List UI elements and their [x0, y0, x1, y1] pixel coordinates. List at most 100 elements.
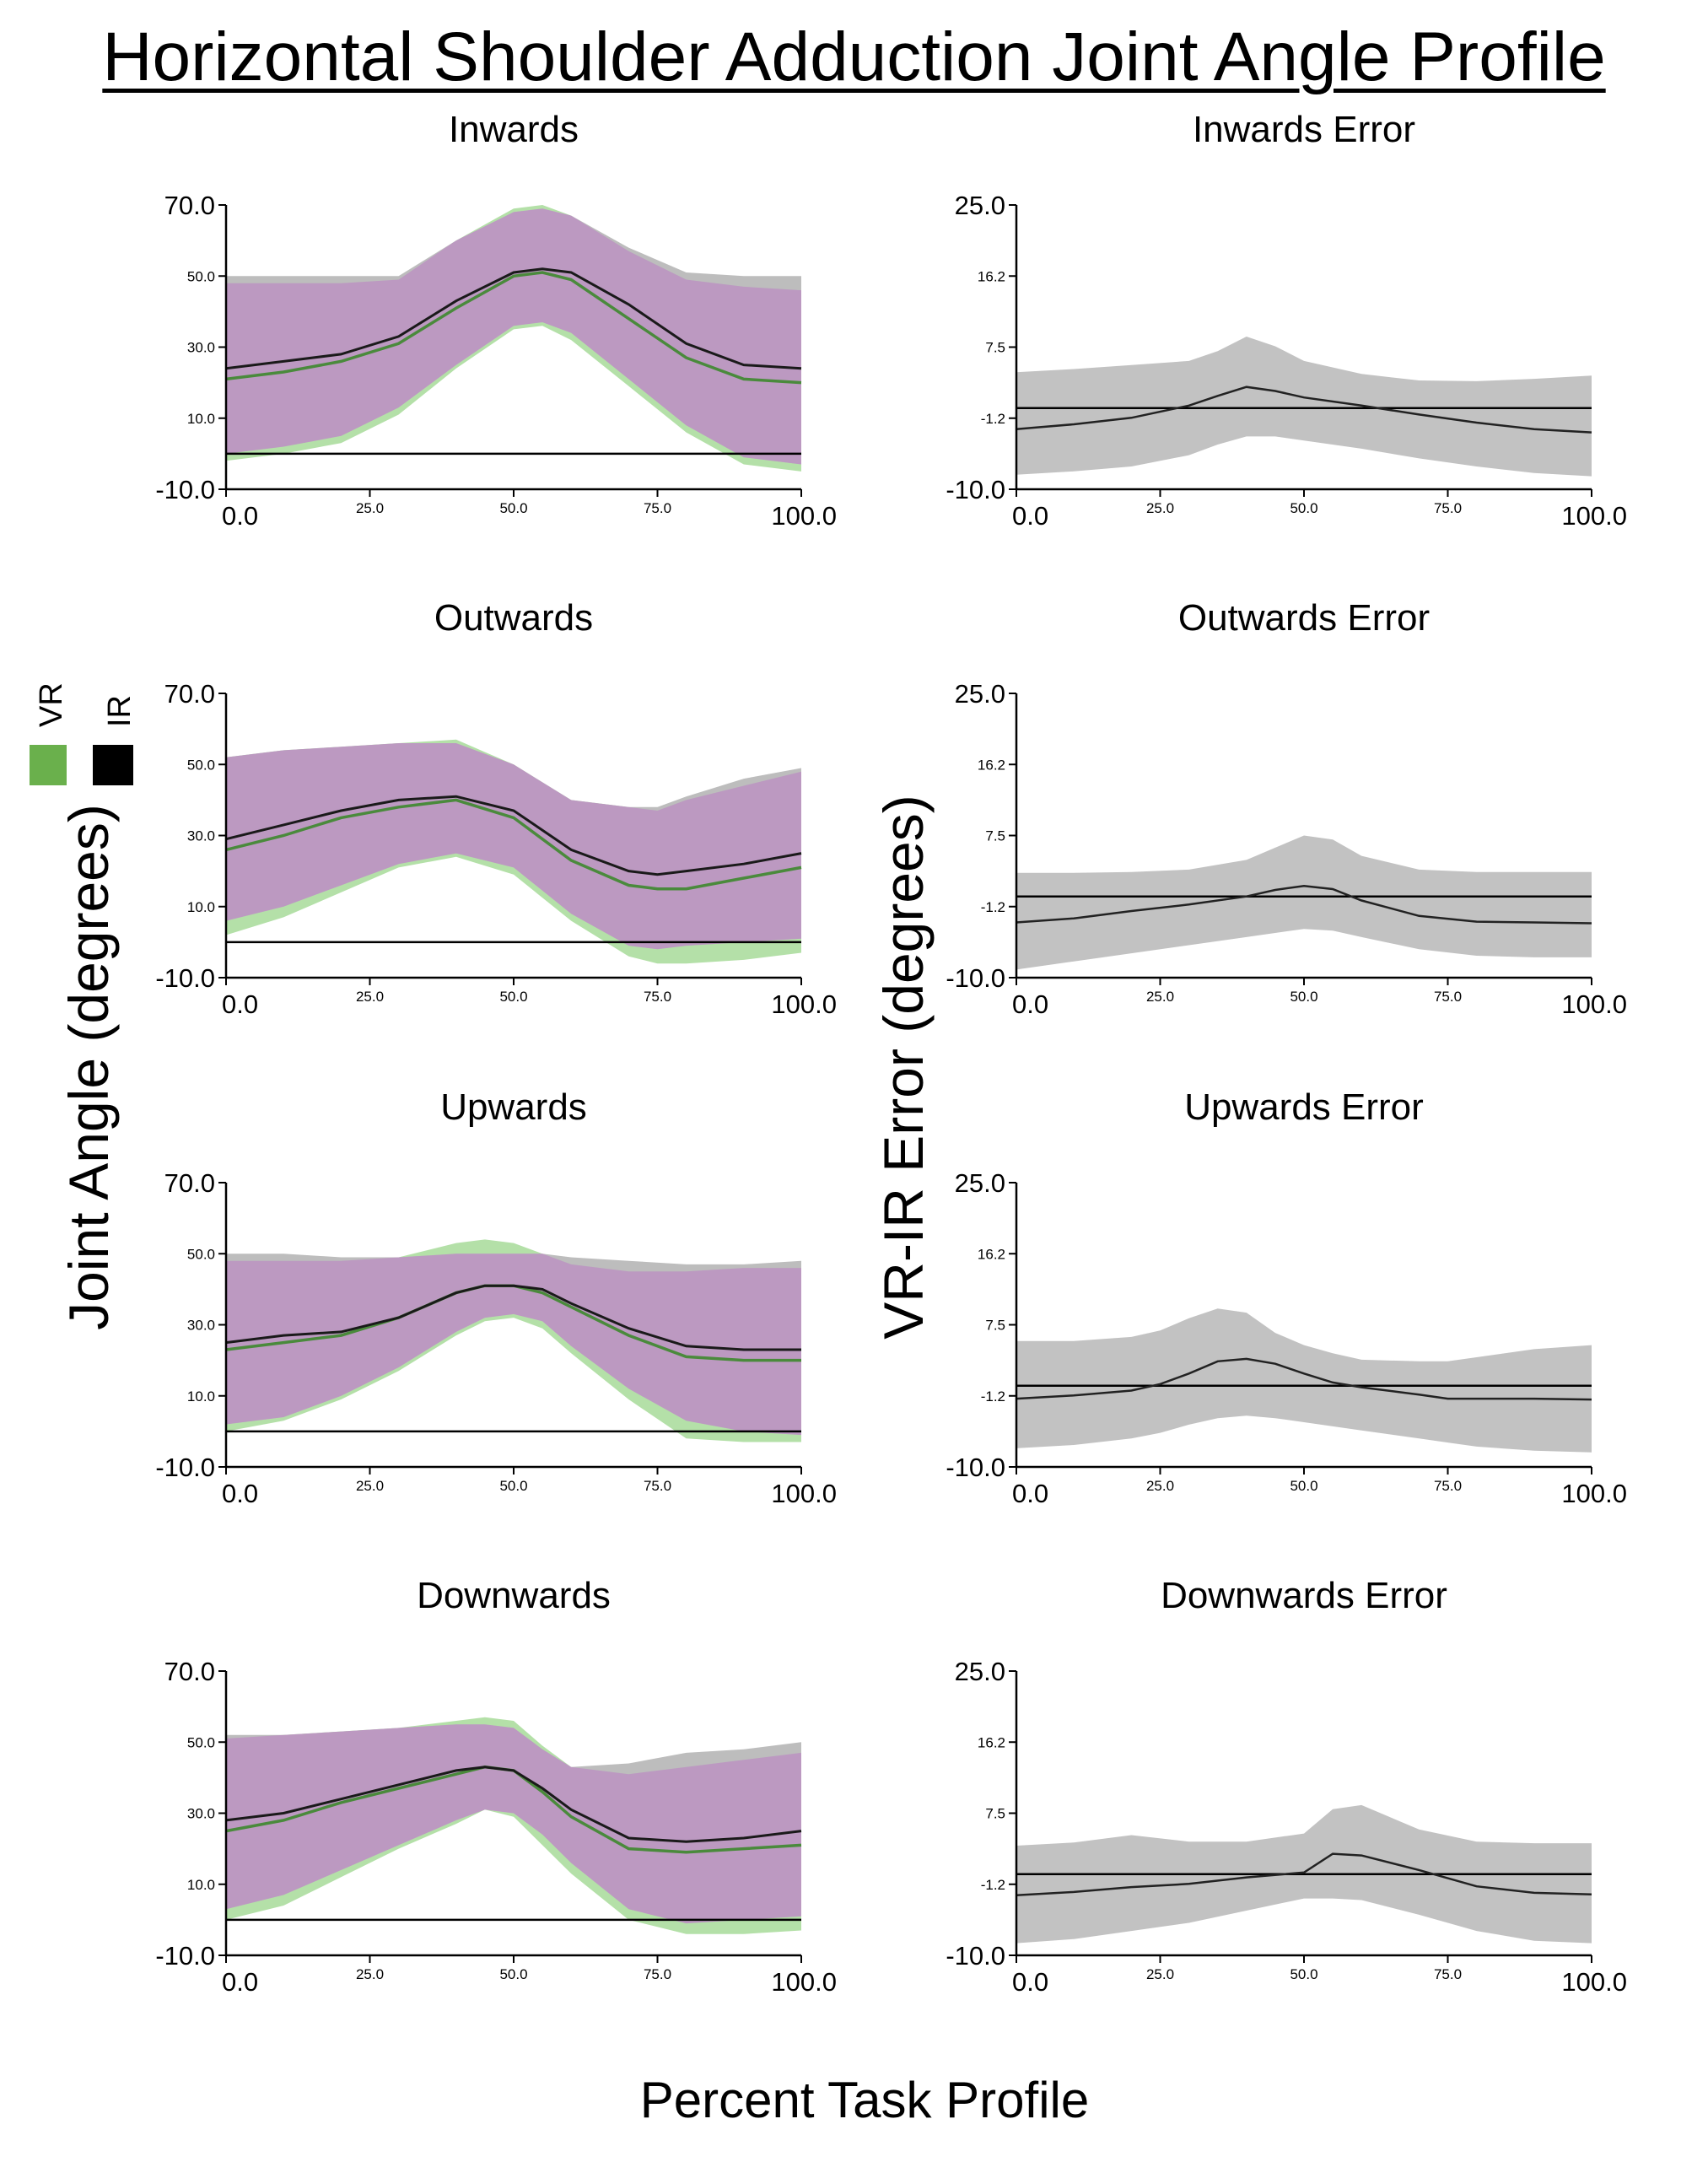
x-tick-label: 75.0 [644, 500, 671, 516]
error-mean-line [1016, 1357, 1592, 1401]
y-tick-label: 16.2 [978, 1734, 1005, 1750]
y-tick-label: -10.0 [946, 1941, 1005, 1971]
y-tick-label: 7.5 [985, 828, 1005, 844]
x-tick-label: 25.0 [356, 1966, 384, 1982]
y-tick-label: 16.2 [978, 268, 1005, 284]
x-tick-label: 25.0 [1146, 989, 1174, 1005]
y-tick-label: -10.0 [155, 1453, 215, 1482]
y-tick-label: 10.0 [187, 411, 215, 427]
x-tick-label: 25.0 [356, 500, 384, 516]
x-tick-label: 100.0 [771, 1967, 837, 1997]
overlap-band [226, 743, 801, 950]
y-tick-label: 25.0 [955, 1657, 1005, 1686]
chart-title: Inwards Error [1193, 109, 1415, 150]
y-tick-label: -1.2 [981, 899, 1005, 915]
y-tick-label: 7.5 [985, 1318, 1005, 1334]
x-tick-label: 0.0 [222, 501, 258, 531]
x-tick-label: 75.0 [644, 1478, 671, 1494]
y-tick-label: 10.0 [187, 899, 215, 915]
x-tick-label: 50.0 [1290, 500, 1317, 516]
y-tick-label: 50.0 [187, 268, 215, 284]
chart-downwards: Downwards -10.0 10.0 30.0 50.0 70.0 0.0 25.0 50.… [155, 1575, 837, 1997]
y-tick-label: 7.5 [985, 340, 1005, 356]
y-tick-label: 16.2 [978, 757, 1005, 773]
x-tick-label: 100.0 [771, 501, 837, 531]
overlap-band [226, 1724, 801, 1924]
left-axis-label: Joint Angle (degrees) [57, 804, 120, 1330]
y-tick-label: -1.2 [981, 1877, 1005, 1893]
x-tick-label: 25.0 [1146, 500, 1174, 516]
x-tick-label: 0.0 [222, 989, 258, 1019]
y-tick-label: -1.2 [981, 411, 1005, 427]
y-tick-label: -10.0 [946, 963, 1005, 993]
ir-mean-line [225, 795, 802, 876]
y-tick-label: 50.0 [187, 757, 215, 773]
x-tick-label: 75.0 [1434, 1966, 1462, 1982]
chart-title: Downwards Error [1161, 1575, 1447, 1616]
y-tick-label: 7.5 [985, 1806, 1005, 1822]
error-mean-line [1016, 385, 1592, 434]
x-tick-label: 100.0 [771, 989, 837, 1019]
chart-downwards-error: Downwards Error -10.0 -1.2 7.5 16.2 25.0 0.0 25… [946, 1575, 1627, 1997]
overlap-band [226, 1254, 801, 1436]
chart-title: Upwards [440, 1086, 587, 1128]
x-tick-label: 0.0 [1012, 989, 1048, 1019]
x-tick-label: 25.0 [1146, 1478, 1174, 1494]
x-tick-label: 0.0 [1012, 501, 1048, 531]
legend-label-ir: IR [102, 695, 137, 727]
panels: Inwards -10.0 10.0 30.0 50.0 70.0 0.0 25.0 50.0 7… [155, 109, 1627, 1997]
x-tick-label: 0.0 [1012, 1479, 1048, 1508]
x-tick-label: 50.0 [499, 1478, 527, 1494]
y-tick-label: -10.0 [946, 1453, 1005, 1482]
chart-inwards-error: Inwards Error -10.0 -1.2 7.5 16.2 25.0 0.0 25.0… [946, 109, 1627, 531]
x-tick-label: 0.0 [222, 1967, 258, 1997]
x-tick-label: 50.0 [1290, 989, 1317, 1005]
x-tick-label: 50.0 [499, 1966, 527, 1982]
overlap-band [226, 208, 801, 465]
y-tick-label: 70.0 [164, 679, 215, 709]
x-tick-label: 25.0 [356, 989, 384, 1005]
chart-title: Outwards [434, 597, 593, 639]
x-tick-label: 75.0 [1434, 989, 1462, 1005]
x-tick-label: 75.0 [644, 1966, 671, 1982]
chart-inwards: Inwards -10.0 10.0 30.0 50.0 70.0 0.0 25.0 50.0 7… [155, 109, 837, 531]
y-tick-label: 50.0 [187, 1246, 215, 1262]
vr-mean-line [225, 798, 802, 891]
y-tick-label: -10.0 [946, 475, 1005, 504]
ir-mean-line [225, 267, 802, 370]
y-tick-label: 10.0 [187, 1388, 215, 1404]
y-tick-label: 30.0 [187, 828, 215, 844]
y-tick-label: 10.0 [187, 1877, 215, 1893]
x-tick-label: 25.0 [1146, 1966, 1174, 1982]
x-tick-label: 100.0 [1561, 989, 1627, 1019]
x-tick-label: 75.0 [1434, 1478, 1462, 1494]
y-tick-label: -1.2 [981, 1388, 1005, 1404]
ir-mean-line [225, 1766, 802, 1843]
chart-upwards-error: Upwards Error -10.0 -1.2 7.5 16.2 25.0 0.0 25.0… [946, 1086, 1627, 1508]
vr-mean-line [225, 271, 802, 385]
x-tick-label: 25.0 [356, 1478, 384, 1494]
right-axis-label: VR-IR Error (degrees) [872, 795, 935, 1339]
x-tick-label: 100.0 [1561, 501, 1627, 531]
error-band [1016, 337, 1592, 477]
chart-title: Upwards Error [1184, 1086, 1424, 1128]
x-tick-label: 75.0 [644, 989, 671, 1005]
y-tick-label: 30.0 [187, 1318, 215, 1334]
y-tick-label: 30.0 [187, 340, 215, 356]
chart-outwards-error: Outwards Error -10.0 -1.2 7.5 16.2 25.0 0.0 25.… [946, 597, 1627, 1019]
legend-swatch-vr [30, 745, 67, 785]
legend: VR IR [30, 682, 137, 785]
y-tick-label: 25.0 [955, 191, 1005, 220]
legend-label-vr: VR [34, 682, 69, 727]
x-tick-label: 50.0 [1290, 1966, 1317, 1982]
x-tick-label: 0.0 [1012, 1967, 1048, 1997]
x-tick-label: 50.0 [1290, 1478, 1317, 1494]
y-tick-label: 70.0 [164, 1657, 215, 1686]
x-tick-label: 75.0 [1434, 500, 1462, 516]
x-tick-label: 50.0 [499, 989, 527, 1005]
error-mean-line [1016, 884, 1592, 925]
y-tick-label: 70.0 [164, 191, 215, 220]
y-tick-label: 70.0 [164, 1168, 215, 1198]
figure-title: Horizontal Shoulder Adduction Joint Angl… [102, 19, 1606, 95]
chart-outwards: Outwards -10.0 10.0 30.0 50.0 70.0 0.0 25.0 50.0… [155, 597, 837, 1019]
